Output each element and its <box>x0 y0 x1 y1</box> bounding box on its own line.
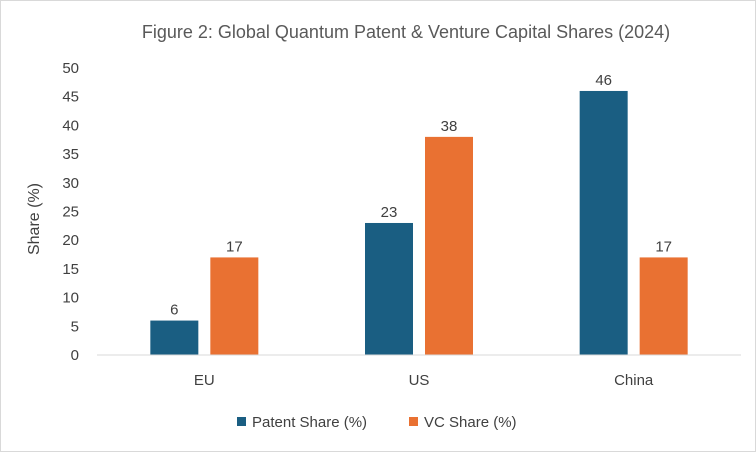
data-label: 46 <box>595 72 612 89</box>
y-tick-label: 15 <box>62 261 79 278</box>
chart-title: Figure 2: Global Quantum Patent & Ventur… <box>142 22 670 42</box>
data-labels-group: 6 17 23 38 46 17 <box>170 72 672 319</box>
y-tick-label: 25 <box>62 204 79 221</box>
data-label: 17 <box>655 238 672 255</box>
y-tick-label: 20 <box>62 232 79 249</box>
bar-eu-vc <box>210 257 259 355</box>
y-axis-title: Share (%) <box>26 183 43 255</box>
data-label: 23 <box>381 204 398 221</box>
bar-china-vc <box>639 257 688 355</box>
y-tick-label: 5 <box>71 318 79 335</box>
y-tick-label: 10 <box>62 290 79 307</box>
bar-us-patent <box>365 222 413 355</box>
data-label: 17 <box>226 238 243 255</box>
data-label: 38 <box>441 118 458 135</box>
bar-us-vc <box>425 136 473 355</box>
legend-label: Patent Share (%) <box>252 414 367 431</box>
data-label: 6 <box>170 302 178 319</box>
x-axis-categories: EU US China <box>194 372 654 389</box>
x-category-label: US <box>409 372 430 389</box>
bar-china-patent <box>579 90 628 356</box>
x-category-label: EU <box>194 372 215 389</box>
bar-eu-patent <box>150 320 199 355</box>
y-tick-label: 40 <box>62 117 79 134</box>
legend-swatch <box>237 417 246 426</box>
y-tick-label: 45 <box>62 89 79 106</box>
x-category-label: China <box>614 372 654 389</box>
y-tick-label: 0 <box>71 347 79 364</box>
y-tick-label: 30 <box>62 175 79 192</box>
bars-group <box>150 90 688 356</box>
legend-label: VC Share (%) <box>424 414 517 431</box>
y-axis-ticks: 0 5 10 15 20 25 30 35 40 45 50 <box>62 60 79 364</box>
legend: Patent Share (%) VC Share (%) <box>237 414 517 431</box>
y-tick-label: 35 <box>62 146 79 163</box>
legend-swatch <box>409 417 418 426</box>
y-tick-label: 50 <box>62 60 79 77</box>
